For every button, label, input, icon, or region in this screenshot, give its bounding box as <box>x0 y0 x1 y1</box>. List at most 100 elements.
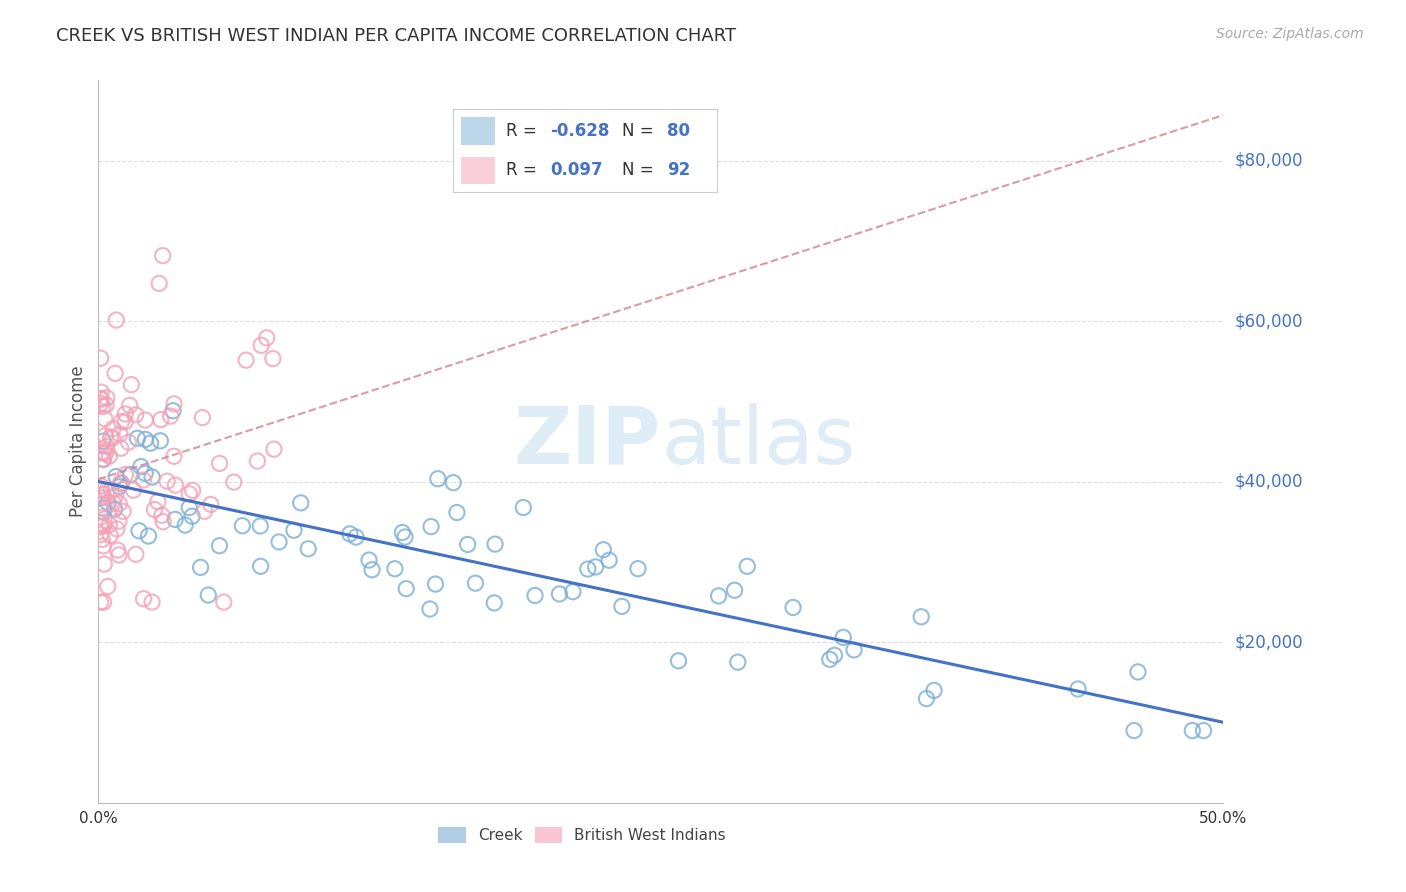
Point <box>842 643 865 657</box>
Point <box>90 392 112 407</box>
Point <box>668 654 690 668</box>
Point <box>818 652 841 666</box>
Point <box>197 588 219 602</box>
Point <box>141 595 163 609</box>
Point <box>94 428 117 442</box>
Point <box>94 398 117 412</box>
Text: $40,000: $40,000 <box>1234 473 1303 491</box>
Point <box>91 539 114 553</box>
Point <box>104 367 127 381</box>
Point <box>361 563 384 577</box>
Point <box>90 483 112 498</box>
Point <box>125 547 148 561</box>
Point <box>108 514 131 528</box>
Point <box>391 525 413 540</box>
Point <box>97 496 120 510</box>
Point <box>419 602 441 616</box>
Point <box>181 509 204 524</box>
Point <box>165 478 187 492</box>
Point <box>114 467 136 482</box>
Point <box>93 518 115 533</box>
Point <box>148 277 170 291</box>
Point <box>561 584 583 599</box>
Point <box>823 648 845 663</box>
Point <box>425 577 447 591</box>
Point <box>246 454 269 468</box>
Point <box>156 474 179 488</box>
Point <box>1123 723 1146 738</box>
Point <box>139 436 162 450</box>
Point <box>132 591 155 606</box>
Point <box>143 502 166 516</box>
Legend: Creek, British West Indians: Creek, British West Indians <box>432 822 733 849</box>
Text: $60,000: $60,000 <box>1234 312 1303 330</box>
Point <box>179 487 201 501</box>
Point <box>96 440 118 454</box>
Point <box>394 530 416 544</box>
Point <box>163 397 186 411</box>
Point <box>464 576 486 591</box>
Point <box>446 506 468 520</box>
Point <box>249 559 271 574</box>
Point <box>627 562 650 576</box>
Point <box>344 530 367 544</box>
Point <box>114 407 136 421</box>
Point <box>90 595 112 609</box>
Point <box>1067 681 1090 696</box>
Point <box>222 475 245 489</box>
Point <box>93 500 115 515</box>
Point <box>141 470 163 484</box>
Point <box>263 442 285 457</box>
Point <box>576 562 599 576</box>
Point <box>90 498 112 512</box>
Point <box>112 504 135 518</box>
Point <box>181 483 204 498</box>
Point <box>91 434 114 449</box>
Point <box>90 351 112 366</box>
Point <box>357 553 380 567</box>
Point <box>727 655 749 669</box>
Point <box>179 500 201 515</box>
Point <box>138 529 160 543</box>
Point <box>231 518 253 533</box>
Point <box>283 523 305 537</box>
Point <box>90 391 112 405</box>
Point <box>98 449 121 463</box>
Text: atlas: atlas <box>661 402 855 481</box>
Point <box>1192 723 1215 738</box>
Point <box>110 415 132 429</box>
Point <box>108 480 131 494</box>
Point <box>108 427 131 442</box>
Point <box>104 489 127 503</box>
Point <box>339 527 361 541</box>
Point <box>152 249 174 263</box>
Point <box>1126 665 1149 679</box>
Point <box>110 442 132 456</box>
Y-axis label: Per Capita Income: Per Capita Income <box>69 366 87 517</box>
Point <box>118 398 141 412</box>
Point <box>585 560 607 574</box>
Text: $20,000: $20,000 <box>1234 633 1303 651</box>
Point <box>93 452 115 467</box>
Point <box>93 505 115 519</box>
Point <box>91 400 114 414</box>
Point <box>124 408 146 422</box>
Point <box>93 491 115 505</box>
Point <box>100 430 122 444</box>
Point <box>290 496 312 510</box>
Point <box>96 391 118 405</box>
Point <box>101 431 124 445</box>
Point <box>146 494 169 508</box>
Point <box>91 487 114 501</box>
Point <box>104 502 127 516</box>
Point <box>235 353 257 368</box>
Point <box>90 516 112 530</box>
Point <box>250 338 273 352</box>
Point <box>100 483 122 497</box>
Point <box>90 520 112 534</box>
Point <box>208 457 231 471</box>
Point <box>267 535 290 549</box>
Point <box>94 411 117 425</box>
Point <box>101 422 124 436</box>
Point <box>98 517 121 532</box>
